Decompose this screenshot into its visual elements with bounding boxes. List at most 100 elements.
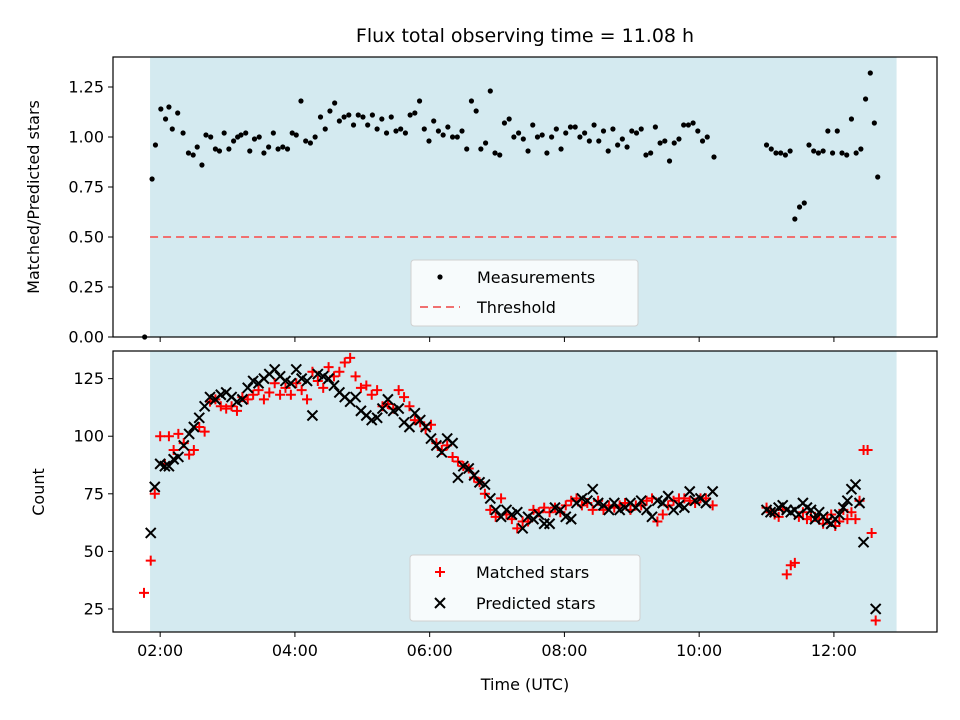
top-ylabel: Matched/Predicted stars bbox=[24, 100, 43, 294]
measurement-point bbox=[369, 112, 375, 118]
bottom-markers bbox=[138, 352, 882, 626]
measurement-point bbox=[711, 154, 717, 160]
measurement-point bbox=[421, 126, 427, 132]
measurement-point bbox=[506, 116, 512, 122]
measurement-point bbox=[473, 108, 479, 114]
measurement-point bbox=[180, 130, 186, 136]
top-ytick-label: 0.00 bbox=[68, 328, 104, 347]
predicted-star-marker bbox=[328, 379, 340, 392]
bottom-xtick-label: 08:00 bbox=[541, 641, 587, 660]
measurement-point bbox=[402, 130, 409, 136]
measurement-point bbox=[190, 152, 196, 158]
predicted-star-marker bbox=[198, 400, 211, 412]
measurement-point bbox=[610, 126, 616, 132]
measurement-point bbox=[374, 126, 380, 132]
predicted-star-marker bbox=[163, 460, 175, 472]
predicted-star-marker bbox=[833, 508, 846, 521]
matched-star-marker bbox=[302, 394, 313, 405]
matched-legend-marker bbox=[435, 567, 445, 577]
measurement-point bbox=[445, 124, 451, 130]
predicted-star-marker bbox=[764, 506, 777, 518]
top-yticks: 0.00 0.25 0.50 0.75 1.00 1.25 bbox=[68, 78, 113, 347]
matched-star-marker bbox=[870, 615, 881, 626]
matched-star-marker bbox=[447, 451, 458, 462]
bottom-xlabel: Time (UTC) bbox=[480, 675, 569, 694]
predicted-star-marker bbox=[145, 527, 157, 539]
measurement-point bbox=[778, 150, 784, 156]
measurement-point bbox=[591, 122, 597, 128]
measurement-point bbox=[549, 134, 555, 140]
measurement-point bbox=[577, 134, 583, 140]
measurement-point bbox=[289, 130, 295, 136]
measurement-point bbox=[690, 120, 696, 126]
predicted-star-marker bbox=[479, 478, 491, 491]
measurement-point bbox=[464, 146, 470, 152]
predicted-star-marker bbox=[543, 518, 556, 530]
matched-star-marker bbox=[138, 587, 149, 598]
measurement-point bbox=[796, 204, 803, 210]
measurement-point bbox=[662, 138, 668, 144]
measurement-point bbox=[806, 142, 812, 148]
predicted-star-marker bbox=[403, 421, 416, 433]
predicted-star-marker bbox=[430, 439, 443, 452]
predicted-star-marker bbox=[268, 363, 281, 376]
predicted-star-marker bbox=[837, 501, 850, 514]
predicted-star-marker bbox=[301, 375, 313, 387]
predicted-star-marker bbox=[236, 393, 249, 406]
bottom-ytick-label: 125 bbox=[73, 369, 104, 388]
predicted-star-marker bbox=[635, 495, 647, 507]
predicted-star-marker bbox=[662, 490, 674, 502]
measurement-point bbox=[231, 138, 237, 144]
matched-star-marker bbox=[253, 385, 264, 396]
bottom-xtick-label: 06:00 bbox=[407, 641, 453, 660]
matched-star-marker bbox=[361, 380, 372, 391]
matched-star-marker bbox=[350, 371, 361, 382]
measurement-point bbox=[572, 124, 578, 130]
measurement-point bbox=[643, 152, 649, 158]
measurement-point bbox=[388, 114, 394, 120]
bottom-xtick-label: 02:00 bbox=[137, 641, 183, 660]
predicted-star-marker bbox=[290, 363, 302, 376]
measurement-point bbox=[221, 130, 227, 136]
matched-star-marker bbox=[242, 394, 253, 405]
measurement-point bbox=[332, 100, 338, 106]
predicted-star-marker bbox=[183, 428, 195, 440]
measurement-point bbox=[624, 144, 630, 150]
measurement-point bbox=[695, 128, 701, 134]
predicted-star-marker bbox=[608, 497, 620, 509]
bottom-legend-box bbox=[409, 554, 641, 622]
top-ytick-label: 1.25 bbox=[68, 78, 104, 97]
predicted-star-marker bbox=[511, 506, 523, 518]
measurement-point bbox=[530, 122, 536, 128]
matched-star-marker bbox=[862, 445, 873, 456]
measurement-point bbox=[482, 140, 489, 146]
matched-star-marker bbox=[399, 392, 410, 403]
matched-star-marker bbox=[641, 495, 652, 506]
measurement-point bbox=[303, 138, 309, 144]
predicted-star-marker bbox=[484, 492, 497, 505]
measurement-point bbox=[605, 148, 611, 154]
predicted-star-marker bbox=[805, 504, 817, 516]
matched-legend-label: Matched stars bbox=[476, 563, 589, 582]
predicted-star-marker bbox=[849, 478, 862, 491]
predicted-star-marker bbox=[489, 504, 502, 516]
matched-star-marker bbox=[587, 504, 598, 515]
measurement-point bbox=[393, 128, 399, 134]
matched-star-marker bbox=[345, 352, 356, 363]
predicted-star-marker bbox=[841, 495, 854, 507]
top-legend-box bbox=[410, 259, 639, 327]
measurement-point bbox=[596, 138, 602, 144]
measurement-point bbox=[185, 150, 192, 156]
measurement-point bbox=[162, 116, 169, 122]
predicted-star-marker bbox=[159, 460, 171, 472]
measurement-point bbox=[431, 118, 437, 124]
bottom-axes-frame bbox=[112, 350, 938, 633]
measurement-point bbox=[558, 146, 564, 152]
measurement-point bbox=[270, 130, 276, 136]
measurement-point bbox=[844, 152, 850, 158]
measurement-point bbox=[459, 128, 465, 134]
measurement-point bbox=[365, 122, 371, 128]
predicted-star-marker bbox=[285, 377, 297, 389]
measurement-point bbox=[208, 134, 214, 140]
measurement-point bbox=[520, 136, 526, 142]
